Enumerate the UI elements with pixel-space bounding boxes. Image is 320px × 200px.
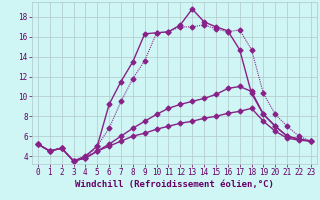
X-axis label: Windchill (Refroidissement éolien,°C): Windchill (Refroidissement éolien,°C) bbox=[75, 180, 274, 189]
